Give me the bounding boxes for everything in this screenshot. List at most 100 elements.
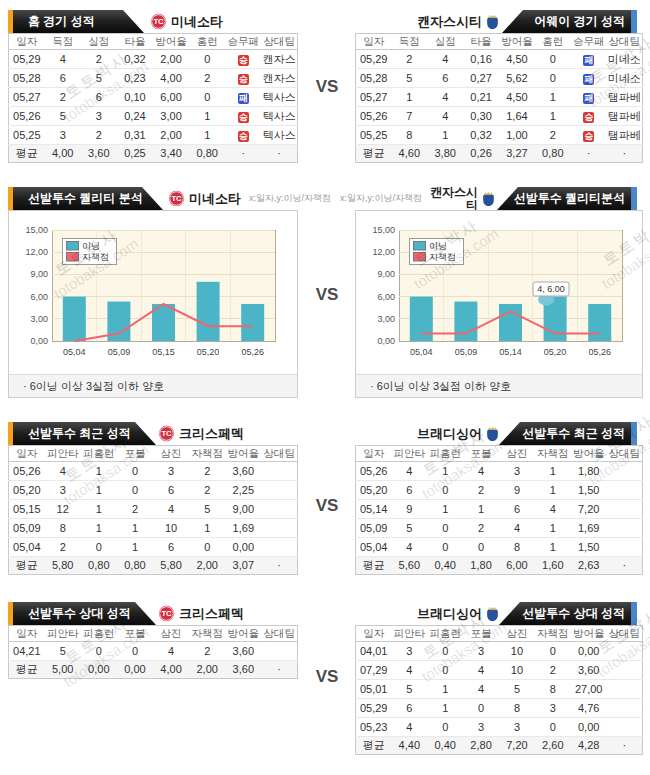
table-cell: 0,31 bbox=[117, 126, 153, 145]
innings-bar[interactable] bbox=[499, 304, 522, 341]
table-cell: 2,00 bbox=[189, 557, 225, 575]
table-cell: 평균 bbox=[9, 557, 45, 575]
home-record-panel: 홈 경기 성적 TC 미네소타 일자득점실점타율방어율홈런승무패상대팀05,29… bbox=[8, 10, 298, 163]
table-cell: 4 bbox=[391, 462, 427, 481]
banner-away-record: 어웨이 경기 성적 bbox=[502, 10, 637, 33]
recent-right-panel: 브래디싱어 선발투수 최근 성적 일자피안타피홈런포볼삼진자책점방어율상대팀05… bbox=[355, 422, 643, 575]
column-header: 상대팀 bbox=[607, 446, 643, 462]
table-cell bbox=[607, 481, 643, 500]
table-row: 05,29420,322,000승캔자스 bbox=[9, 50, 298, 69]
loss-badge: 패 bbox=[583, 74, 594, 85]
column-header: 상대팀 bbox=[607, 626, 643, 642]
chart-note: · 6이닝 이상 3실점 이하 양호 bbox=[356, 374, 642, 397]
table-cell: 1 bbox=[117, 519, 153, 538]
table-cell: 05,27 bbox=[356, 88, 392, 107]
column-header: 방어율 bbox=[571, 626, 607, 642]
win-badge: 승 bbox=[238, 74, 249, 85]
banner-title: 선발투수 퀄리티 분석 bbox=[28, 191, 143, 205]
table-cell: 0,25 bbox=[117, 145, 153, 163]
x-tick-label: 05,04 bbox=[410, 347, 433, 357]
legend-label: 이닝 bbox=[82, 241, 100, 251]
table-cell: 승 bbox=[571, 126, 607, 145]
x-tick-label: 05,26 bbox=[588, 347, 611, 357]
blue-accent-bar bbox=[631, 187, 637, 210]
table-cell: 0,80 bbox=[189, 145, 225, 163]
table-cell: 3,60 bbox=[571, 661, 607, 680]
home-record-table: 일자득점실점타율방어율홈런승무패상대팀05,29420,322,000승캔자스0… bbox=[8, 33, 298, 163]
table-cell: 6 bbox=[153, 538, 189, 557]
recent-record-table: 일자피안타피홈런포볼삼진자책점방어율상대팀05,26410323,6005,20… bbox=[8, 445, 298, 575]
table-cell: 4,00 bbox=[45, 145, 81, 163]
pitcher-name: 크리스페덱 bbox=[179, 425, 244, 443]
table-cell: 1,50 bbox=[571, 481, 607, 500]
table-cell: 5 bbox=[189, 500, 225, 519]
table-cell: 0,40 bbox=[427, 737, 463, 755]
table-cell: 승 bbox=[225, 107, 261, 126]
y-tick-label: 12,00 bbox=[25, 247, 48, 257]
column-header: 일자 bbox=[356, 446, 392, 462]
team-kansas-city: 캔자스시티 bbox=[417, 10, 499, 33]
table-row: 05,28560,275,620패미네소 bbox=[356, 69, 643, 88]
column-header: 일자 bbox=[356, 626, 392, 642]
table-cell: · bbox=[607, 737, 643, 755]
column-header: 피안타 bbox=[45, 446, 81, 462]
innings-bar[interactable] bbox=[588, 304, 611, 341]
table-row: 04,21500423,60 bbox=[9, 642, 298, 661]
versus-record-table: 일자피안타피홈런포볼삼진자책점방어율상대팀04,21500423,60평균5,0… bbox=[8, 625, 298, 679]
innings-bar[interactable] bbox=[454, 302, 477, 341]
chart-legend: 이닝자책점 bbox=[62, 238, 116, 264]
table-cell: 패 bbox=[571, 88, 607, 107]
win-badge: 승 bbox=[238, 55, 249, 66]
table-cell: 3,40 bbox=[153, 145, 189, 163]
table-cell: 7,20 bbox=[571, 500, 607, 519]
table-cell: 0,32 bbox=[117, 50, 153, 69]
banner-title: 선발투수 퀄리티분석 bbox=[514, 191, 625, 205]
legend-swatch-innings bbox=[67, 242, 79, 251]
table-cell bbox=[607, 699, 643, 718]
table-cell: 5 bbox=[391, 519, 427, 538]
win-badge: 승 bbox=[238, 131, 249, 142]
table-cell: 8 bbox=[391, 126, 427, 145]
pitcher-brady-singer: 브래디싱어 bbox=[417, 602, 499, 625]
table-cell: 0 bbox=[427, 519, 463, 538]
away-record-table: 일자득점실점타율방어율홈런승무패상대팀05,29240,164,500패미네소0… bbox=[355, 33, 643, 163]
column-header: 타율 bbox=[117, 34, 153, 50]
table-cell: 5 bbox=[499, 680, 535, 699]
table-row: 05,27260,106,000패텍사스 bbox=[9, 88, 298, 107]
table-cell: 6 bbox=[81, 88, 117, 107]
column-header: 삼진 bbox=[499, 446, 535, 462]
column-header: 상대팀 bbox=[261, 446, 297, 462]
table-cell bbox=[261, 519, 297, 538]
table-cell: 0 bbox=[189, 88, 225, 107]
innings-bar[interactable] bbox=[241, 304, 264, 341]
table-cell: 05,04 bbox=[356, 538, 392, 557]
table-cell: 6 bbox=[45, 69, 81, 88]
banner-recent-right: 선발투수 최근 성적 bbox=[499, 422, 637, 445]
y-tick-label: 12,00 bbox=[372, 247, 395, 257]
table-cell bbox=[261, 642, 297, 661]
table-cell: 4 bbox=[535, 500, 571, 519]
table-cell: 05,23 bbox=[356, 718, 392, 737]
x-tick-label: 05,15 bbox=[152, 347, 175, 357]
table-cell: 평균 bbox=[356, 557, 392, 575]
table-row: 05,09502411,69 bbox=[356, 519, 643, 538]
innings-bar[interactable] bbox=[197, 282, 220, 341]
table-cell: · bbox=[607, 145, 643, 163]
table-cell: 승 bbox=[225, 126, 261, 145]
table-cell: 1 bbox=[535, 88, 571, 107]
column-header: 실점 bbox=[81, 34, 117, 50]
column-header: 포볼 bbox=[463, 446, 499, 462]
table-cell: 5,62 bbox=[499, 69, 535, 88]
table-cell: 텍사스 bbox=[261, 126, 297, 145]
column-header: 득점 bbox=[45, 34, 81, 50]
table-cell: 6,00 bbox=[499, 557, 535, 575]
innings-bar[interactable] bbox=[63, 297, 86, 341]
table-cell: 4 bbox=[427, 107, 463, 126]
vs-label: VS bbox=[305, 667, 349, 687]
y-tick-label: 0,00 bbox=[30, 336, 48, 346]
table-cell: 4,50 bbox=[499, 88, 535, 107]
banner-title: 선발투수 상대 성적 bbox=[28, 606, 131, 620]
table-cell: 2,00 bbox=[153, 50, 189, 69]
svg-text:TC: TC bbox=[161, 609, 172, 618]
table-cell: 1,69 bbox=[571, 519, 607, 538]
